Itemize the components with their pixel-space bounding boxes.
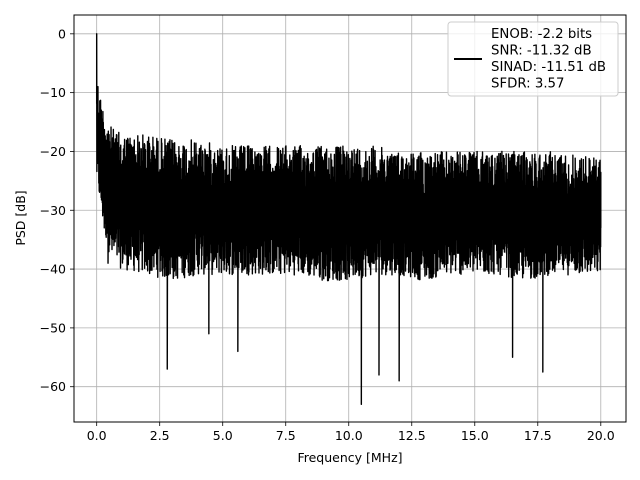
legend-label-line: SNR: -11.32 dB: [491, 44, 592, 59]
x-tick-label: 7.5: [276, 428, 296, 443]
psd-series-line: [95, 33, 602, 406]
y-tick-label: −30: [40, 203, 66, 218]
x-tick-label: 12.5: [398, 428, 426, 443]
legend-box: [447, 21, 619, 97]
series-group: [95, 33, 602, 406]
legend-label-line: SINAD: -11.51 dB: [491, 60, 606, 75]
legend-label-line: ENOB: -2.2 bits: [491, 27, 592, 42]
x-tick-label: 2.5: [150, 428, 170, 443]
y-tick-label: 0: [58, 26, 66, 41]
x-tick-label: 0.0: [87, 428, 107, 443]
legend: ENOB: -2.2 bits SNR: -11.32 dB SINAD: -11.…: [447, 21, 619, 97]
x-tick-label: 5.0: [213, 428, 233, 443]
x-tick-label: 20.0: [587, 428, 615, 443]
y-tick-label: −50: [40, 320, 66, 335]
plot-frame: [73, 14, 627, 423]
x-tick-label: 17.5: [524, 428, 552, 443]
y-tick-label: −40: [40, 262, 66, 277]
y-tick-label: −10: [40, 85, 66, 100]
legend-label-line: SFDR: 3.57: [491, 77, 564, 92]
x-axis: 0.0 2.5 5.0 7.5 10.0 12.5 15.0 17.5 20.0: [87, 422, 615, 443]
y-axis: 0 −10 −20 −30 −40 −50 −60: [40, 26, 74, 394]
legend-label: ENOB: -2.2 bits SNR: -11.32 dB SINAD: -11.…: [491, 27, 606, 92]
y-tick-label: −20: [40, 144, 66, 159]
x-tick-label: 15.0: [461, 428, 489, 443]
x-tick-label: 10.0: [335, 428, 363, 443]
y-axis-label: PSD [dB]: [13, 190, 28, 245]
x-axis-label: Frequency [MHz]: [297, 450, 402, 465]
y-tick-label: −60: [40, 379, 66, 394]
